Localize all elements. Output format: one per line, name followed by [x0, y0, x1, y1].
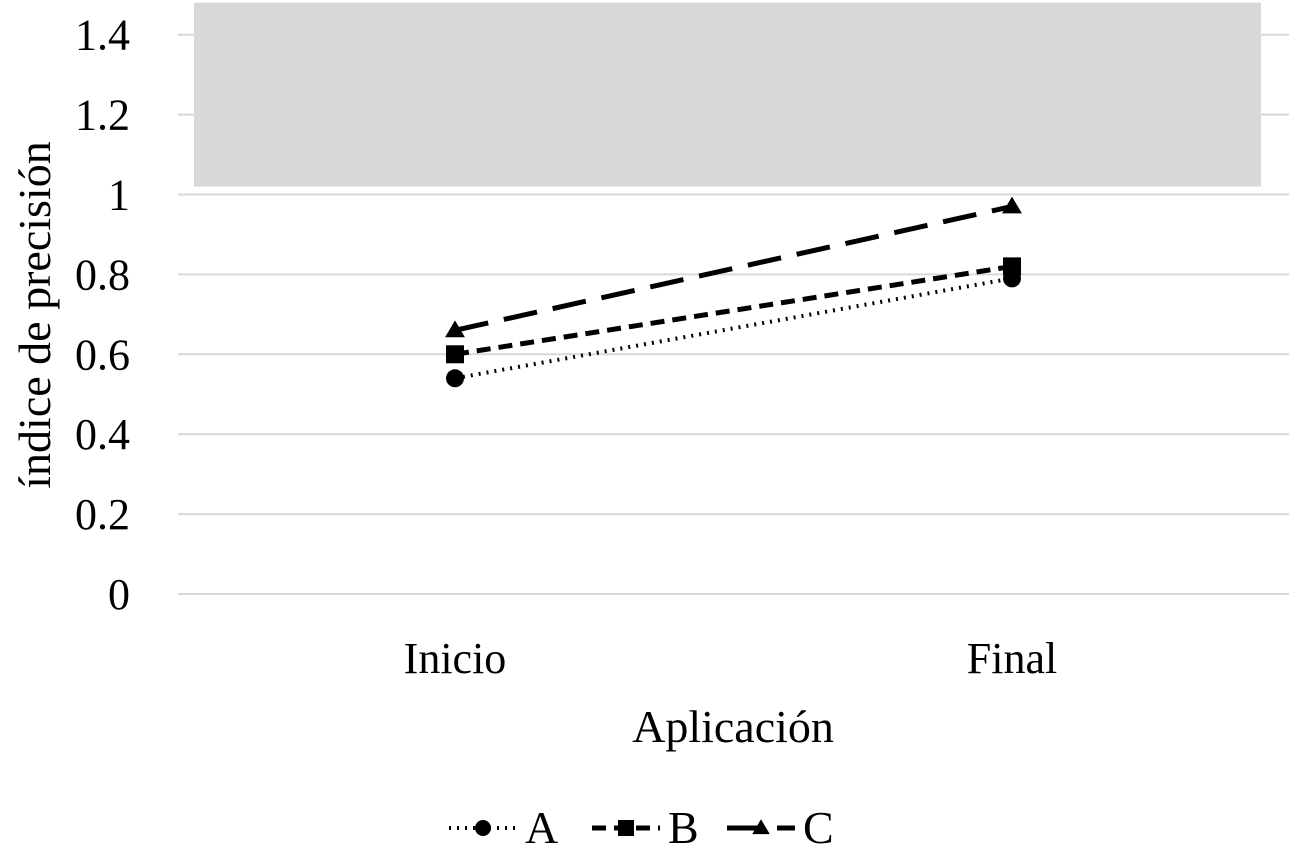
- marker-triangle: [1002, 196, 1022, 214]
- shaded-band: [194, 2, 1261, 187]
- y-tick-label: 1: [108, 171, 130, 220]
- series-line: [454, 204, 1013, 333]
- marker-circle: [475, 820, 491, 836]
- gridlines: [178, 33, 1289, 595]
- series-b: [446, 257, 1021, 364]
- legend: A B C: [449, 802, 834, 848]
- x-axis-title: Aplicación: [632, 701, 834, 752]
- y-tick-label: 0.2: [75, 490, 130, 539]
- marker-square: [446, 345, 464, 364]
- series-c: [445, 196, 1022, 338]
- marker-square: [1003, 257, 1021, 276]
- legend-item-c: C: [727, 802, 834, 848]
- x-tick-label: Inicio: [404, 634, 507, 683]
- legend-label: C: [803, 802, 834, 848]
- series-line: [454, 276, 1013, 381]
- marker-circle: [446, 369, 464, 388]
- series-line: [454, 263, 1013, 357]
- y-tick-label: 0.6: [75, 330, 130, 379]
- marker-triangle: [752, 819, 770, 835]
- marker-triangle: [445, 320, 465, 338]
- y-tick-label: 0: [108, 570, 130, 619]
- y-tick-labels: 0 0.2 0.4 0.6 0.8 1 1.2 1.4: [75, 11, 130, 619]
- series-lines: [445, 196, 1022, 388]
- legend-label: A: [525, 802, 558, 848]
- legend-item-a: A: [449, 802, 558, 848]
- legend-label: B: [668, 802, 699, 848]
- marker-square: [618, 820, 634, 836]
- y-tick-label: 0.8: [75, 250, 130, 299]
- series-a: [446, 269, 1021, 388]
- x-tick-labels: Inicio Final: [404, 634, 1058, 683]
- y-axis-title: índice de precisión: [9, 141, 60, 488]
- y-tick-label: 0.4: [75, 410, 130, 459]
- y-tick-label: 1.4: [75, 11, 130, 60]
- legend-item-b: B: [592, 802, 699, 848]
- x-tick-label: Final: [967, 634, 1057, 683]
- y-tick-label: 1.2: [75, 91, 130, 140]
